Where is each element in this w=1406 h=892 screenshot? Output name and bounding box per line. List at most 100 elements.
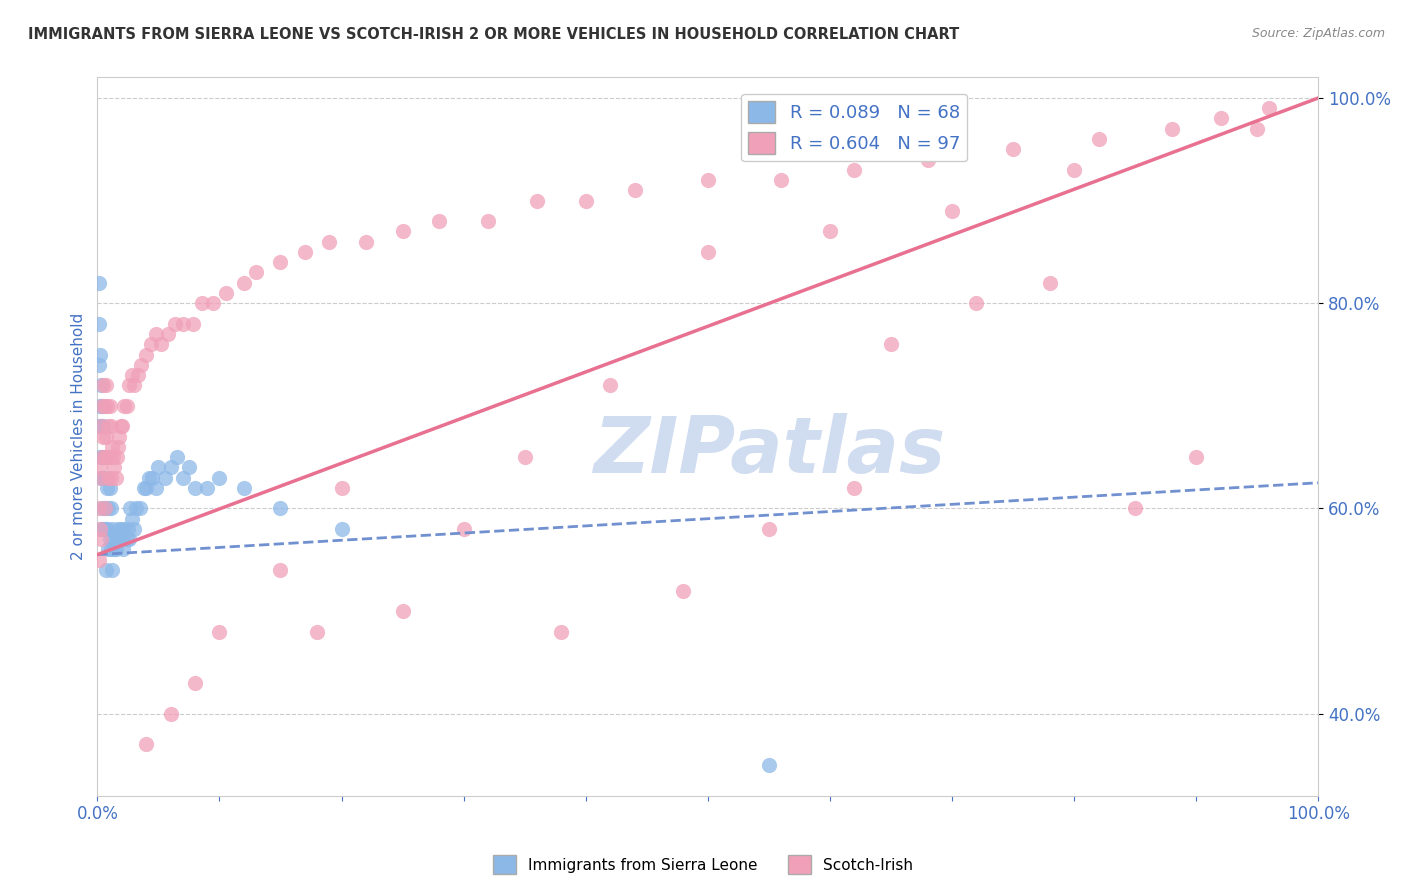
- Point: [93, 419, 115, 434]
- Point: [1246, 121, 1268, 136]
- Point: [90, 419, 112, 434]
- Point: [89, 347, 111, 361]
- Point: [770, 173, 793, 187]
- Point: [184, 481, 207, 495]
- Point: [91, 399, 114, 413]
- Point: [696, 173, 718, 187]
- Point: [269, 563, 291, 577]
- Point: [103, 460, 125, 475]
- Point: [98, 399, 121, 413]
- Point: [159, 706, 181, 721]
- Point: [1185, 450, 1208, 464]
- Point: [101, 440, 124, 454]
- Point: [965, 296, 987, 310]
- Point: [87, 419, 110, 434]
- Point: [145, 326, 167, 341]
- Legend: R = 0.089   N = 68, R = 0.604   N = 97: R = 0.089 N = 68, R = 0.604 N = 97: [741, 94, 967, 161]
- Point: [118, 533, 141, 547]
- Point: [1063, 162, 1085, 177]
- Point: [125, 501, 148, 516]
- Point: [100, 419, 122, 434]
- Point: [269, 501, 291, 516]
- Point: [269, 255, 291, 269]
- Point: [391, 224, 413, 238]
- Point: [90, 522, 112, 536]
- Point: [208, 470, 231, 484]
- Point: [135, 347, 157, 361]
- Point: [96, 522, 118, 536]
- Point: [97, 419, 120, 434]
- Point: [1002, 142, 1025, 156]
- Point: [117, 522, 139, 536]
- Point: [90, 533, 112, 547]
- Point: [111, 533, 134, 547]
- Point: [818, 224, 841, 238]
- Point: [941, 203, 963, 218]
- Point: [917, 153, 939, 167]
- Point: [354, 235, 377, 249]
- Point: [129, 501, 152, 516]
- Point: [122, 378, 145, 392]
- Point: [94, 378, 117, 392]
- Point: [91, 501, 114, 516]
- Point: [97, 501, 120, 516]
- Point: [112, 522, 135, 536]
- Point: [550, 624, 572, 639]
- Point: [96, 399, 118, 413]
- Point: [844, 481, 866, 495]
- Point: [101, 563, 124, 577]
- Point: [100, 470, 122, 484]
- Point: [101, 522, 124, 536]
- Point: [575, 194, 598, 208]
- Point: [90, 470, 112, 484]
- Point: [1258, 101, 1281, 115]
- Text: Source: ZipAtlas.com: Source: ZipAtlas.com: [1251, 27, 1385, 40]
- Point: [89, 522, 111, 536]
- Point: [1123, 501, 1146, 516]
- Point: [758, 758, 780, 772]
- Point: [90, 378, 112, 392]
- Point: [1087, 132, 1109, 146]
- Point: [89, 450, 111, 464]
- Point: [149, 337, 172, 351]
- Point: [105, 450, 128, 464]
- Point: [172, 317, 194, 331]
- Point: [214, 285, 236, 300]
- Point: [104, 470, 127, 484]
- Point: [599, 378, 621, 392]
- Point: [122, 522, 145, 536]
- Point: [93, 399, 115, 413]
- Point: [1209, 112, 1232, 126]
- Point: [172, 470, 194, 484]
- Point: [115, 533, 138, 547]
- Point: [120, 501, 142, 516]
- Point: [132, 481, 155, 495]
- Point: [87, 317, 110, 331]
- Point: [232, 276, 254, 290]
- Point: [330, 522, 353, 536]
- Point: [107, 440, 129, 454]
- Point: [93, 470, 115, 484]
- Point: [135, 738, 157, 752]
- Point: [111, 542, 134, 557]
- Point: [696, 244, 718, 259]
- Point: [93, 522, 115, 536]
- Point: [104, 542, 127, 557]
- Point: [103, 450, 125, 464]
- Y-axis label: 2 or more Vehicles in Household: 2 or more Vehicles in Household: [72, 313, 86, 560]
- Point: [202, 296, 225, 310]
- Point: [94, 470, 117, 484]
- Point: [115, 399, 138, 413]
- Point: [294, 244, 316, 259]
- Point: [181, 317, 204, 331]
- Point: [145, 481, 167, 495]
- Point: [121, 368, 143, 382]
- Point: [87, 276, 110, 290]
- Point: [453, 522, 475, 536]
- Point: [148, 460, 170, 475]
- Point: [91, 399, 114, 413]
- Point: [89, 460, 111, 475]
- Point: [138, 470, 160, 484]
- Point: [844, 162, 866, 177]
- Point: [391, 604, 413, 618]
